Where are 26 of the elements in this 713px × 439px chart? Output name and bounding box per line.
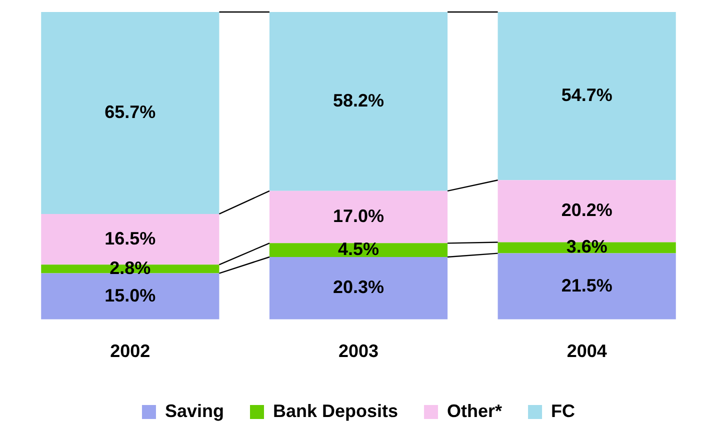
legend-label: FC (551, 400, 576, 421)
x-tick-label: 2003 (338, 341, 379, 362)
data-label: 58.2% (332, 90, 384, 110)
bar (269, 190, 448, 244)
bar (269, 257, 448, 320)
data-label: 4.5% (338, 239, 380, 260)
data-label: 17.0% (332, 206, 384, 226)
data-label: 65.7% (104, 102, 156, 122)
data-label: 20.2% (561, 200, 612, 220)
bar (498, 253, 676, 320)
x-tick-label: 2004 (566, 341, 607, 362)
data-label: 54.7% (561, 85, 612, 106)
legend-label: Bank Deposits (272, 400, 398, 421)
bar (498, 12, 676, 180)
bar (269, 12, 448, 191)
data-label: 21.5% (561, 275, 612, 296)
bar (269, 243, 448, 257)
bar (41, 12, 220, 214)
x-tick-label: 2002 (110, 341, 150, 362)
legend-label: Other* (447, 400, 502, 421)
data-label: 20.3% (332, 277, 384, 298)
data-label: 3.6% (566, 236, 608, 257)
bar (41, 273, 220, 320)
legend-label: Saving (164, 400, 224, 421)
data-label: 16.5% (104, 228, 156, 248)
data-label: 15.0% (104, 285, 156, 306)
